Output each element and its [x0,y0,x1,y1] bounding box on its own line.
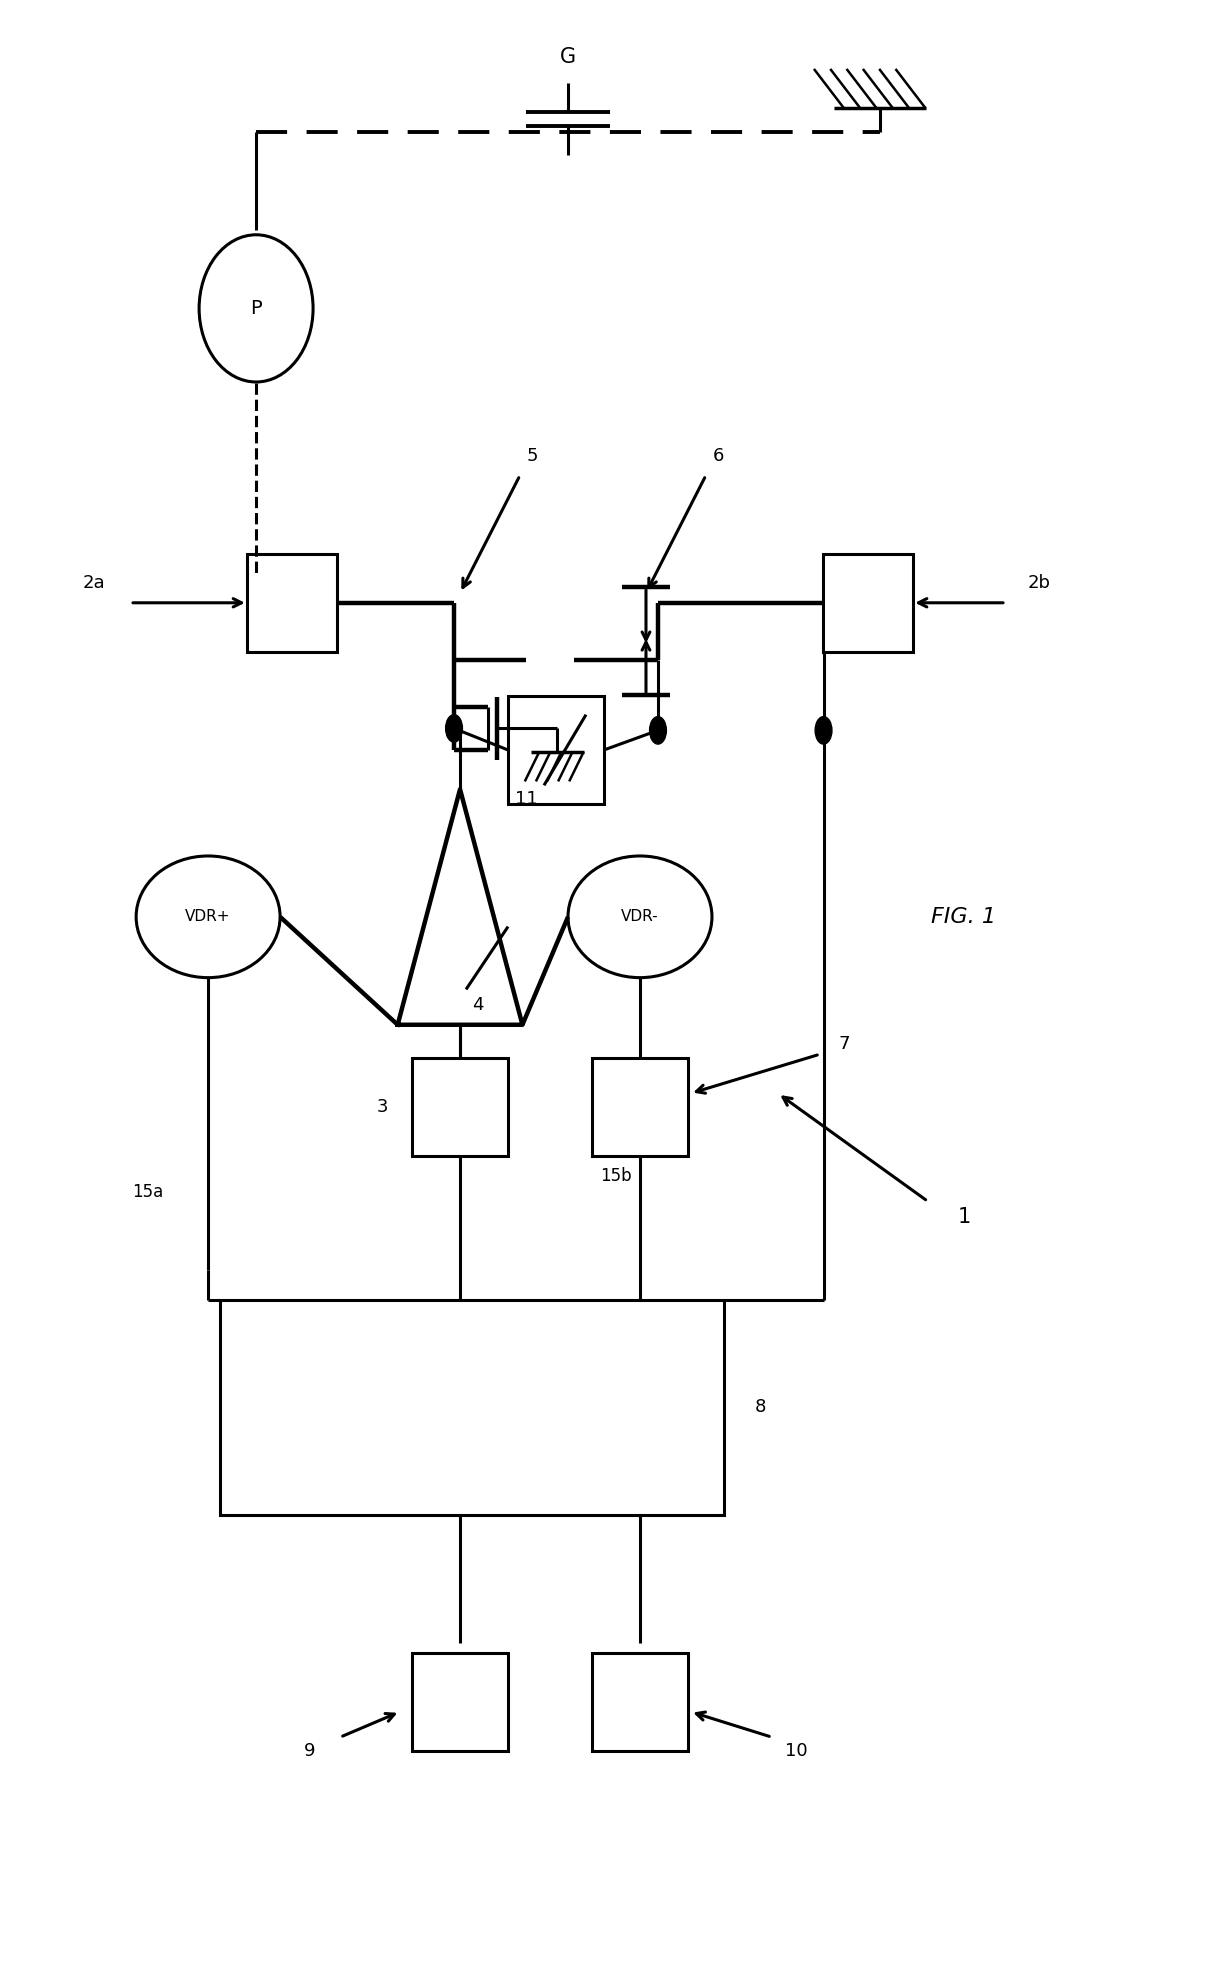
Text: VDR+: VDR+ [185,909,231,924]
Text: 1: 1 [957,1206,970,1228]
Bar [220,1299,724,1516]
Text: 7: 7 [838,1035,849,1053]
Text: 4: 4 [472,995,483,1015]
Bar [248,554,337,652]
Text: 11: 11 [515,790,538,808]
Text: FIG. 1: FIG. 1 [931,907,997,926]
Bar [509,696,604,804]
Text: 10: 10 [785,1742,807,1760]
Text: 2a: 2a [83,574,105,591]
Text: 2b: 2b [1028,574,1051,591]
Bar [823,554,913,652]
Circle shape [650,717,667,745]
Text: G: G [561,47,576,67]
Bar [412,1654,509,1750]
Circle shape [815,717,832,745]
Polygon shape [397,788,522,1025]
Bar [592,1654,689,1750]
Text: P: P [250,300,262,317]
Text: 15a: 15a [133,1183,164,1200]
Text: 8: 8 [754,1399,766,1417]
Bar [412,1058,509,1157]
Text: 5: 5 [527,447,538,465]
Text: VDR-: VDR- [621,909,658,924]
Text: 15b: 15b [600,1167,632,1185]
Text: 6: 6 [713,447,724,465]
Text: 9: 9 [304,1742,315,1760]
Text: 3: 3 [377,1098,388,1116]
Circle shape [446,715,463,743]
Bar [592,1058,689,1157]
